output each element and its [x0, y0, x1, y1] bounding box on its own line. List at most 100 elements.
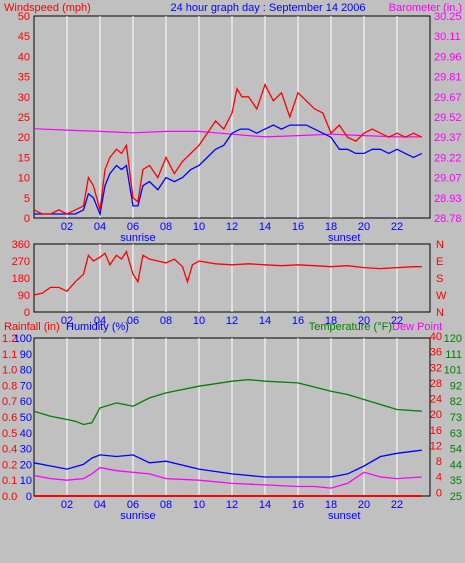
humidity-tick: 0 — [26, 491, 32, 503]
compass-tick: E — [436, 256, 443, 268]
humidity-tick: 100 — [14, 333, 32, 345]
humidity-tick: 10 — [20, 475, 32, 487]
rainfall-tick: 0.8 — [2, 380, 17, 392]
humidity-label: Humidity (%) — [66, 321, 129, 333]
left-axis-tick: 20 — [18, 132, 30, 144]
wind-gust-line — [34, 124, 423, 217]
humidity-tick: 40 — [20, 428, 32, 440]
humidity-tick: 70 — [20, 380, 32, 392]
dewpoint-tick: 32 — [430, 362, 442, 374]
temperature-tick: 44 — [450, 459, 462, 471]
x-tick-label: 10 — [193, 315, 205, 327]
dewpoint-tick: 24 — [430, 394, 442, 406]
x-tick-label: 10 — [193, 221, 205, 233]
rainfall-tick: 0.7 — [2, 396, 17, 408]
rainfall-tick: 0.1 — [2, 475, 17, 487]
direction-tick: 270 — [12, 256, 30, 268]
x-tick-label: 12 — [226, 315, 238, 327]
right-axis-tick: 29.22 — [434, 152, 462, 164]
temperature-tick: 73 — [450, 412, 462, 424]
x-tick-label: 20 — [358, 499, 370, 511]
rainfall-tick: 0.2 — [2, 459, 17, 471]
right-axis-tick: 29.07 — [434, 173, 462, 185]
rainfall-tick: 0.4 — [2, 444, 17, 456]
windspeed-label: Windspeed (mph) — [4, 2, 91, 14]
x-tick-label: 22 — [391, 315, 403, 327]
direction-tick: 90 — [18, 290, 30, 302]
compass-tick: N — [436, 239, 444, 251]
x-tick-label: 06 — [127, 315, 139, 327]
right-axis-tick: 28.93 — [434, 193, 462, 205]
left-axis-tick: 30 — [18, 92, 30, 104]
x-tick-label: 12 — [226, 499, 238, 511]
rainfall-tick: 0.0 — [2, 491, 17, 503]
temperature-tick: 111 — [445, 349, 462, 361]
right-axis-tick: 28.78 — [434, 213, 462, 225]
left-axis-tick: 50 — [18, 11, 30, 23]
x-tick-label: 22 — [391, 499, 403, 511]
temperature-tick: 63 — [450, 428, 462, 440]
windspeed-line — [33, 83, 423, 215]
dewpoint-line — [33, 466, 422, 489]
dewpoint-label: Dew Point — [392, 321, 442, 333]
rainfall-tick: 1.2 — [2, 333, 17, 345]
dewpoint-tick: 12 — [430, 440, 442, 452]
sunrise-label: sunrise — [120, 510, 155, 522]
x-tick-label: 10 — [193, 499, 205, 511]
rainfall-tick: 1.0 — [2, 365, 17, 377]
x-tick-label: 16 — [292, 499, 304, 511]
x-tick-label: 18 — [325, 315, 337, 327]
left-axis-tick: 40 — [18, 51, 30, 63]
x-tick-label: 04 — [94, 499, 106, 511]
x-tick-label: 14 — [259, 221, 271, 233]
right-axis-tick: 29.67 — [434, 92, 462, 104]
x-tick-label: 08 — [160, 221, 172, 233]
humidity-tick: 50 — [20, 412, 32, 424]
sunrise-label: sunrise — [120, 232, 155, 244]
humidity-tick: 80 — [20, 365, 32, 377]
right-axis-tick: 30.11 — [434, 31, 461, 43]
x-tick-label: 04 — [94, 315, 106, 327]
sunset-label: sunset — [328, 232, 360, 244]
right-axis-tick: 29.37 — [434, 132, 462, 144]
x-tick-label: 20 — [358, 221, 370, 233]
temperature-label: Temperature (°F) — [309, 321, 392, 333]
humidity-tick: 30 — [20, 444, 32, 456]
temperature-tick: 101 — [444, 365, 462, 377]
right-axis-tick: 30.25 — [434, 11, 462, 23]
dewpoint-tick: 40 — [430, 331, 442, 343]
x-tick-label: 02 — [61, 315, 73, 327]
x-tick-label: 20 — [358, 315, 370, 327]
chart-title: 24 hour graph day : September 14 2006 — [170, 2, 365, 14]
x-tick-label: 08 — [160, 315, 172, 327]
dewpoint-tick: 8 — [436, 456, 442, 468]
x-tick-label: 22 — [391, 221, 403, 233]
x-tick-label: 06 — [127, 221, 139, 233]
temperature-tick: 82 — [450, 396, 462, 408]
left-axis-tick: 0 — [24, 213, 30, 225]
left-axis-tick: 45 — [18, 31, 30, 43]
compass-tick: N — [436, 307, 444, 319]
temperature-line — [33, 378, 422, 426]
left-axis-tick: 35 — [18, 72, 30, 84]
temperature-tick: 92 — [450, 380, 462, 392]
left-axis-tick: 25 — [18, 112, 30, 124]
x-tick-label: 06 — [127, 499, 139, 511]
humidity-tick: 90 — [20, 349, 32, 361]
x-tick-label: 04 — [94, 221, 106, 233]
compass-tick: S — [436, 273, 443, 285]
left-axis-tick: 10 — [18, 173, 30, 185]
dewpoint-tick: 4 — [436, 472, 442, 484]
x-tick-label: 18 — [325, 499, 337, 511]
x-tick-label: 12 — [226, 221, 238, 233]
direction-tick: 0 — [24, 307, 30, 319]
left-axis-tick: 15 — [18, 152, 30, 164]
dewpoint-tick: 20 — [430, 409, 442, 421]
right-axis-tick: 29.96 — [434, 51, 462, 63]
temperature-tick: 120 — [444, 333, 462, 345]
right-axis-tick: 29.52 — [434, 112, 462, 124]
dewpoint-tick: 36 — [430, 347, 442, 359]
x-tick-label: 02 — [61, 221, 73, 233]
humidity-tick: 60 — [20, 396, 32, 408]
